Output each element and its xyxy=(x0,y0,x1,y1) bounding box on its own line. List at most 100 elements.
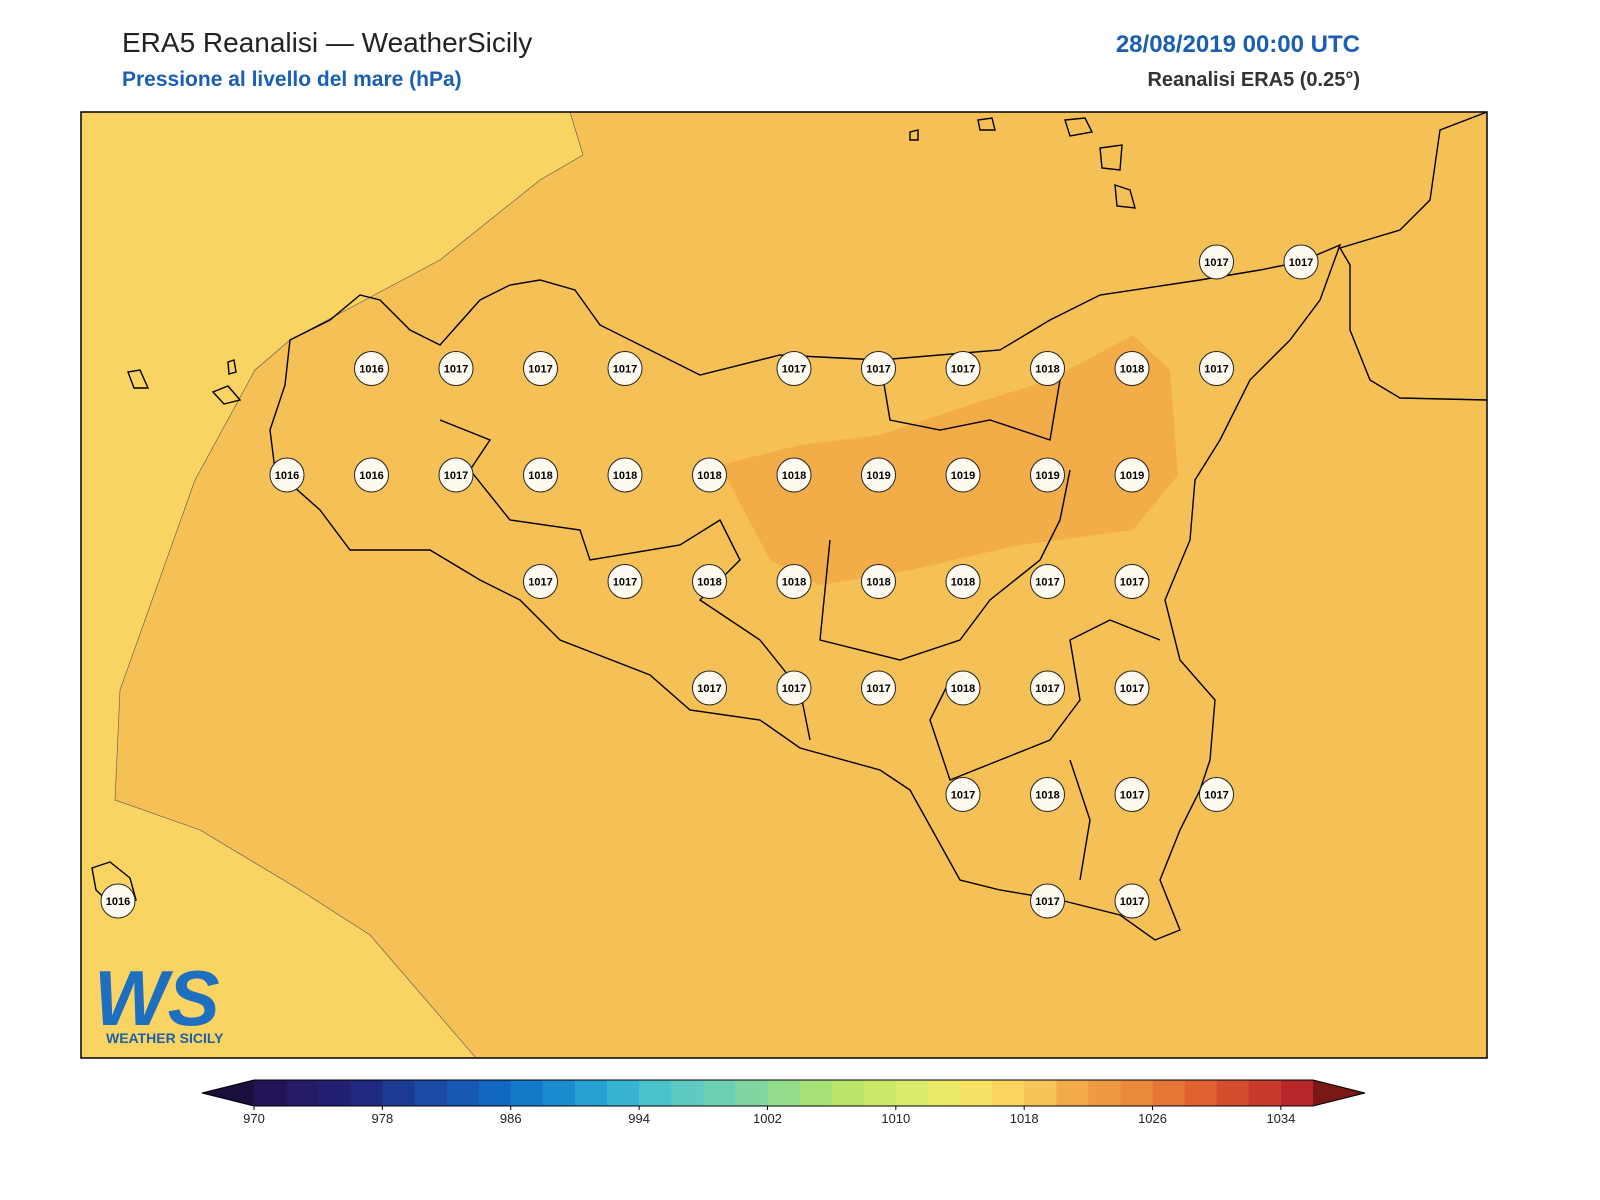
pressure-point: 1017 xyxy=(523,351,558,386)
colorbar-tick-label: 978 xyxy=(372,1111,394,1126)
pressure-point: 1018 xyxy=(945,670,981,706)
point-marker xyxy=(861,670,896,706)
colorbar-segment xyxy=(927,1080,961,1106)
coastline xyxy=(269,243,1342,941)
point-marker xyxy=(1199,351,1234,386)
point-marker xyxy=(1030,777,1065,812)
point-label: 1017 xyxy=(528,363,552,375)
point-marker xyxy=(1030,670,1065,706)
pressure-point: 1017 xyxy=(776,670,812,706)
colorbar-segment xyxy=(414,1080,448,1106)
colorbar-segment xyxy=(1216,1080,1250,1106)
point-marker xyxy=(523,351,558,386)
pressure-point: 1017 xyxy=(1199,351,1234,386)
point-label: 1018 xyxy=(866,576,890,588)
point-marker xyxy=(945,777,981,812)
pressure-point: 1017 xyxy=(1030,564,1065,599)
colorbar-segment xyxy=(735,1080,768,1106)
point-label: 1018 xyxy=(782,576,806,588)
colorbar-segment xyxy=(831,1080,865,1106)
pressure-zone xyxy=(81,112,584,1058)
colorbar-tick-label: 994 xyxy=(628,1111,650,1126)
pressure-point: 1017 xyxy=(1283,244,1319,280)
point-label: 1017 xyxy=(1035,896,1059,908)
point-label: 1017 xyxy=(1204,257,1228,269)
pressure-point: 1017 xyxy=(1199,777,1234,812)
colorbar-segment xyxy=(639,1080,672,1106)
point-label: 1018 xyxy=(697,576,721,588)
colorbar-tick-label: 1034 xyxy=(1266,1111,1295,1126)
colorbar-tick-label: 970 xyxy=(243,1111,265,1126)
point-label: 1017 xyxy=(528,576,552,588)
source: Reanalisi ERA5 (0.25°) xyxy=(1147,69,1360,91)
province-border xyxy=(439,359,1161,881)
colorbar-under xyxy=(202,1080,254,1106)
point-label: 1018 xyxy=(1120,363,1144,375)
point-label: 1018 xyxy=(951,576,975,588)
logo: WS WEATHER SICILY xyxy=(94,954,224,1046)
point-marker xyxy=(1114,883,1150,919)
point-marker xyxy=(523,457,558,493)
pressure-point: 1018 xyxy=(776,564,812,599)
colorbar-segment xyxy=(1152,1080,1186,1106)
point-marker xyxy=(523,564,558,599)
colorbar-segment xyxy=(318,1080,351,1106)
date: 28/08/2019 00:00 UTC xyxy=(1116,31,1360,58)
colorbar: 970 978 986 994 1002 1010 1018 1026 1034 xyxy=(201,1079,1366,1126)
colorbar-tick-label: 1002 xyxy=(753,1111,782,1126)
point-marker xyxy=(1283,244,1319,280)
colorbar-segment xyxy=(1088,1080,1121,1106)
point-marker xyxy=(1114,670,1150,706)
pressure-point: 1017 xyxy=(1199,244,1234,280)
point-marker xyxy=(1030,883,1065,919)
point-label: 1017 xyxy=(1120,576,1144,588)
point-label: 1017 xyxy=(613,576,637,588)
point-label: 1017 xyxy=(951,789,975,801)
pressure-point: 1017 xyxy=(776,351,812,386)
point-label: 1016 xyxy=(275,470,299,482)
point-label: 1018 xyxy=(613,470,637,482)
point-marker xyxy=(1114,457,1150,493)
point-label: 1017 xyxy=(697,683,721,695)
point-marker xyxy=(1114,351,1150,386)
pressure-point: 1019 xyxy=(1030,457,1065,493)
pressure-point: 1019 xyxy=(1114,457,1150,493)
pressure-point: 1018 xyxy=(692,457,727,493)
pressure-point: 1017 xyxy=(523,564,558,599)
colorbar-segment xyxy=(254,1080,287,1106)
pressure-point: 1018 xyxy=(1030,777,1065,812)
title: ERA5 Reanalisi — WeatherSicily xyxy=(122,27,532,58)
colorbar-segment xyxy=(1056,1080,1089,1106)
point-marker xyxy=(776,351,812,386)
point-label: 1019 xyxy=(1120,470,1144,482)
pressure-point: 1016 xyxy=(354,351,389,386)
point-marker xyxy=(1199,777,1234,812)
logo-mark: WS xyxy=(94,954,220,1042)
colorbar-segment xyxy=(1120,1080,1154,1106)
point-marker xyxy=(438,457,474,493)
point-marker xyxy=(1030,457,1065,493)
colorbar-segment xyxy=(799,1080,833,1106)
point-marker xyxy=(861,457,896,493)
colorbar-segment xyxy=(510,1080,544,1106)
colorbar-segment xyxy=(895,1080,929,1106)
point-marker xyxy=(1114,777,1150,812)
pressure-point: 1018 xyxy=(1030,351,1065,386)
point-label: 1019 xyxy=(866,470,890,482)
point-marker xyxy=(776,670,812,706)
pressure-zone xyxy=(720,335,1178,585)
map: 1017 1017 1016 1017 1017 1017 1017 1017 1017 1018… xyxy=(81,112,1487,1058)
colorbar-segment xyxy=(767,1080,801,1106)
point-label: 1017 xyxy=(1120,683,1144,695)
point-label: 1017 xyxy=(1120,789,1144,801)
pressure-point: 1017 xyxy=(607,351,643,386)
point-label: 1017 xyxy=(444,363,468,375)
point-label: 1017 xyxy=(1120,896,1144,908)
point-label: 1016 xyxy=(359,470,383,482)
colorbar-segment xyxy=(574,1080,608,1106)
colorbar-segment xyxy=(446,1080,480,1106)
point-label: 1018 xyxy=(782,470,806,482)
point-label: 1018 xyxy=(1035,789,1059,801)
point-label: 1018 xyxy=(697,470,721,482)
colorbar-segment xyxy=(703,1080,736,1106)
